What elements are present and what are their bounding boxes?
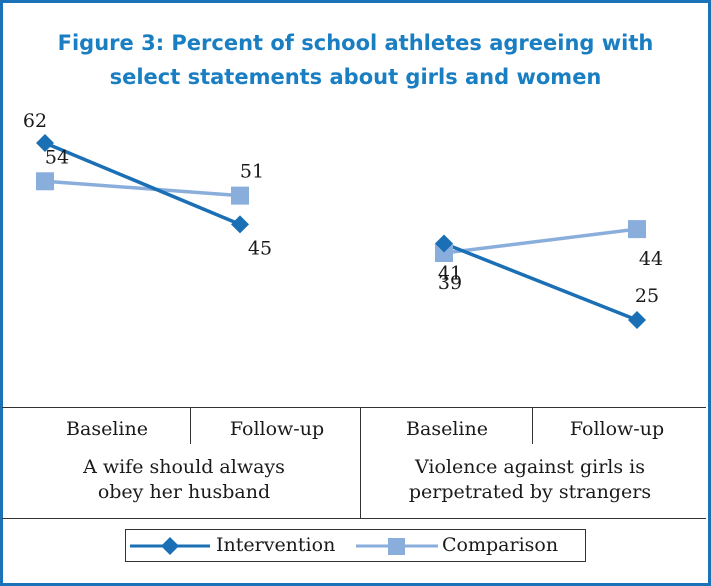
data-label-comparison: 39 <box>438 272 462 294</box>
x-group-label: Violence against girls is perpetrated by… <box>360 455 700 505</box>
x-tick-label: Baseline <box>66 418 148 440</box>
tick-separator <box>532 408 533 444</box>
x-axis-table: Baseline Follow-up Baseline Follow-up A … <box>2 407 706 519</box>
legend-swatches <box>130 537 438 555</box>
x-tick-label: Follow-up <box>229 418 325 440</box>
data-point-comparison <box>628 220 646 239</box>
x-group-label-line: Violence against girls is <box>415 456 645 478</box>
x-group-label-line: perpetrated by strangers <box>408 481 652 503</box>
data-point-comparison <box>435 244 453 263</box>
data-label-comparison: 51 <box>240 161 264 183</box>
series-line-intervention <box>443 241 638 322</box>
data-label-intervention: 25 <box>635 285 659 307</box>
x-group-label: A wife should always obey her husband <box>14 455 354 505</box>
data-point-comparison <box>36 172 54 191</box>
x-group-label-line: A wife should always <box>83 456 285 478</box>
chart-title: Figure 3: Percent of school athletes agr… <box>0 26 711 94</box>
data-label-comparison: 54 <box>45 146 69 168</box>
legend-intervention-marker <box>161 537 179 555</box>
data-label-intervention: 62 <box>23 110 47 132</box>
data-point-intervention <box>231 215 249 234</box>
group-separator <box>360 408 361 518</box>
chart-title-line-1: Figure 3: Percent of school athletes agr… <box>57 31 654 55</box>
data-label-intervention: 41 <box>438 262 462 284</box>
x-tick-label: Follow-up <box>569 418 665 440</box>
legend-label-intervention: Intervention <box>216 534 336 556</box>
data-label-intervention: 45 <box>248 237 272 259</box>
series-line-comparison <box>443 227 638 255</box>
x-group-label-line: obey her husband <box>97 481 271 503</box>
tick-separator <box>190 408 191 444</box>
x-tick-label: Baseline <box>406 418 488 440</box>
data-point-intervention <box>36 134 54 152</box>
data-point-intervention <box>628 311 646 329</box>
legend: Intervention Comparison <box>125 529 586 562</box>
legend-label-comparison: Comparison <box>442 534 559 556</box>
data-point-comparison <box>231 186 249 205</box>
data-point-intervention <box>435 234 453 253</box>
series-line-comparison <box>44 179 241 198</box>
legend-comparison-marker <box>388 538 405 555</box>
data-label-comparison: 44 <box>639 248 663 270</box>
series-line-intervention <box>44 141 241 226</box>
chart-title-line-2: select statements about girls and women <box>109 65 602 89</box>
